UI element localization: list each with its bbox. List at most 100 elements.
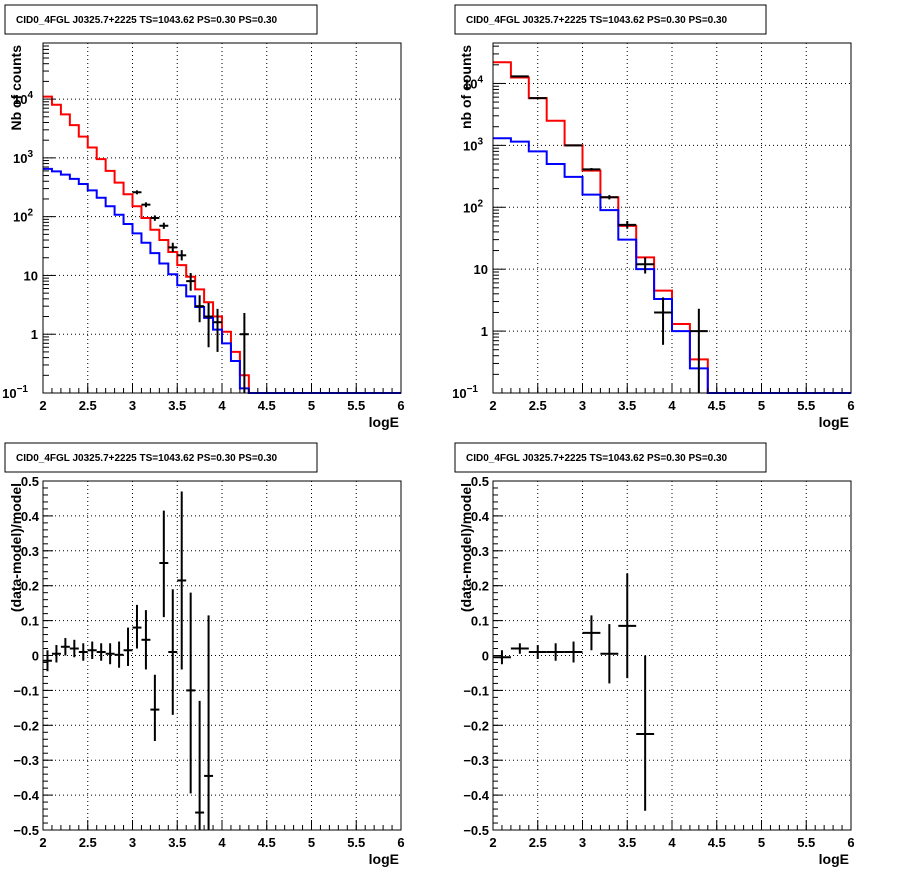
- x-tick-label: 4.5: [258, 398, 276, 413]
- y-tick-label: 0.5: [21, 474, 39, 489]
- data-point: [600, 195, 619, 200]
- data-point: [195, 700, 205, 830]
- x-axis-label: logE: [819, 851, 849, 867]
- x-tick-label: 2: [489, 835, 496, 850]
- y-axis-label: (data-model)/model: [8, 483, 24, 612]
- series-step-line: [493, 137, 851, 394]
- data-point: [78, 643, 88, 661]
- y-tick-label: 0.1: [471, 614, 489, 629]
- data-point: [159, 222, 169, 229]
- x-tick-label: 5.5: [797, 835, 815, 850]
- y-tick-label: 1: [31, 327, 38, 342]
- data-point: [493, 650, 511, 665]
- tick-labels: 2 2.5 3 3.5 4 4.5 5 5.5 6 10−1 1 10 102 103 104: [452, 74, 854, 413]
- y-tick-label: 103: [13, 149, 33, 166]
- y-tick-label: −0.1: [13, 683, 39, 698]
- data-point: [654, 297, 672, 345]
- data-point: [159, 510, 169, 618]
- data-point: [114, 641, 124, 668]
- x-tick-label: 5: [308, 835, 315, 850]
- data-point: [168, 242, 178, 253]
- data-point: [60, 638, 70, 656]
- y-axis-label: (data-model)/model: [458, 483, 474, 612]
- y-tick-label: 10: [474, 262, 488, 277]
- axis-ticks: [492, 480, 852, 831]
- y-tick-label: 0.3: [471, 544, 489, 559]
- data-point: [132, 190, 142, 195]
- x-tick-label: 2.5: [79, 398, 97, 413]
- x-tick-label: 2.5: [529, 398, 547, 413]
- data-point: [600, 624, 619, 684]
- tick-labels: 2 2.5 3 3.5 4 4.5 5 5.5 6 −0.5 −0.4 −0.3 −0.2 −0.1 0 0.…: [13, 474, 404, 850]
- data-point: [618, 220, 637, 229]
- panel-residuals-right: 2 2.5 3 3.5 4 4.5 5 5.5 6 −0.5 −0.4 −0.3 −0.2 −0.1 0 0.…: [454, 442, 855, 867]
- axis-ticks: [42, 42, 402, 394]
- title-box: CID0_4FGL J0325.7+2225 TS=1043.62 PS=0.3…: [4, 442, 318, 473]
- plot-marks: [43, 491, 214, 830]
- data-point: [510, 643, 529, 654]
- chart-title: CID0_4FGL J0325.7+2225 TS=1043.62 PS=0.3…: [16, 453, 278, 464]
- y-tick-label: 0.4: [21, 509, 40, 524]
- data-point: [636, 655, 655, 811]
- data-point: [105, 643, 115, 665]
- y-tick-label: 10: [24, 268, 38, 283]
- x-tick-label: 6: [847, 835, 854, 850]
- x-tick-label: 4: [668, 835, 676, 850]
- y-tick-label: −0.3: [13, 753, 39, 768]
- title-box: CID0_4FGL J0325.7+2225 TS=1043.62 PS=0.3…: [454, 4, 767, 35]
- axis-ticks: [492, 45, 852, 394]
- x-tick-label: 6: [397, 398, 404, 413]
- data-point: [168, 589, 178, 715]
- x-tick-label: 2: [39, 398, 46, 413]
- x-tick-label: 5: [758, 398, 765, 413]
- y-tick-label: −0.4: [13, 788, 39, 803]
- data-point: [528, 97, 547, 100]
- chart-title: CID0_4FGL J0325.7+2225 TS=1043.62 PS=0.3…: [466, 453, 728, 464]
- x-tick-label: 5.5: [797, 398, 815, 413]
- data-point: [204, 615, 214, 830]
- y-tick-label: 104: [13, 90, 33, 107]
- data-point: [150, 674, 160, 742]
- data-point: [186, 273, 196, 291]
- y-tick-label: 103: [463, 136, 483, 153]
- y-tick-label: −0.5: [13, 823, 39, 838]
- title-box: CID0_4FGL J0325.7+2225 TS=1043.62 PS=0.3…: [4, 4, 318, 35]
- x-tick-label: 5.5: [347, 398, 365, 413]
- x-tick-label: 6: [847, 398, 854, 413]
- y-tick-label: 0.2: [21, 579, 39, 594]
- y-tick-label: 102: [463, 198, 483, 215]
- plot-marks: [493, 573, 655, 811]
- y-axis-label: Nb of counts: [8, 45, 24, 131]
- grid: [43, 481, 401, 830]
- data-point: [204, 302, 214, 348]
- data-point: [186, 592, 196, 794]
- data-point: [87, 641, 97, 659]
- y-tick-label: 0.4: [471, 509, 490, 524]
- tick-labels: 2 2.5 3 3.5 4 4.5 5 5.5 6 10−1 1 10 102 103 104: [2, 90, 404, 413]
- x-axis-label: logE: [369, 414, 399, 430]
- y-axis-label: nb of counts: [458, 45, 474, 129]
- y-tick-label: −0.5: [463, 823, 489, 838]
- x-tick-label: 4: [218, 398, 226, 413]
- data-point: [43, 650, 52, 672]
- x-tick-label: 3: [579, 835, 586, 850]
- x-tick-label: 3.5: [618, 398, 636, 413]
- data-point: [69, 639, 79, 658]
- data-point: [239, 312, 249, 393]
- y-tick-label: 0: [482, 649, 489, 664]
- chart-title: CID0_4FGL J0325.7+2225 TS=1043.62 PS=0.3…: [16, 15, 278, 26]
- y-tick-label: 0: [32, 649, 39, 664]
- x-tick-label: 2: [39, 835, 46, 850]
- data-point: [96, 643, 106, 661]
- x-tick-label: 3.5: [168, 398, 186, 413]
- x-tick-label: 5: [758, 835, 765, 850]
- x-tick-label: 4.5: [258, 835, 276, 850]
- y-tick-label: 1: [481, 324, 488, 339]
- grid: [493, 43, 851, 393]
- data-point: [177, 491, 187, 670]
- x-tick-label: 4: [218, 835, 226, 850]
- y-tick-label: −0.2: [463, 718, 489, 733]
- x-axis-label: logE: [369, 851, 399, 867]
- x-tick-label: 5.5: [347, 835, 365, 850]
